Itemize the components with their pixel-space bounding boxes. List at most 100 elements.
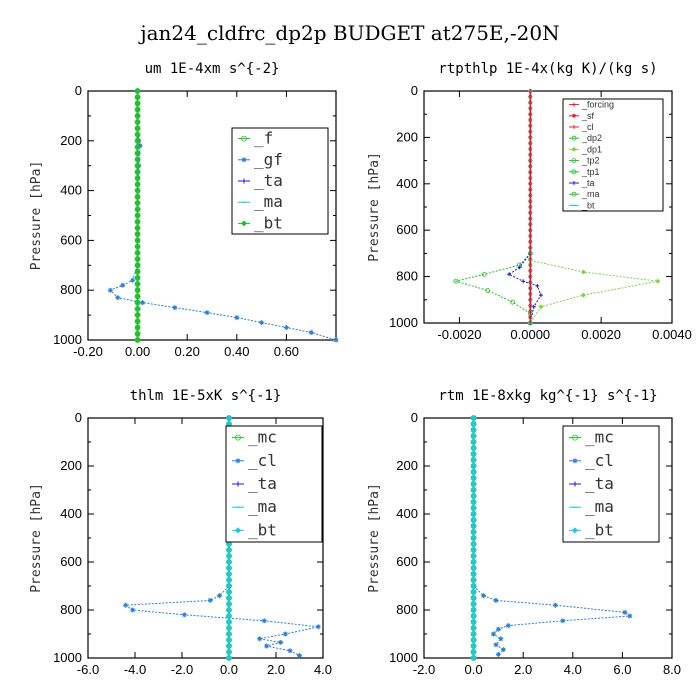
data-point (470, 469, 477, 475)
legend-label: _dp1 (581, 144, 602, 154)
data-point (571, 191, 577, 197)
x-tick-label: 0.0040 (652, 327, 692, 342)
data-point (259, 320, 265, 326)
legend-label: _ma (248, 497, 277, 516)
x-tick-label: -4.0 (124, 662, 146, 677)
x-tick-label: 0.0 (220, 662, 238, 677)
data-point (241, 178, 247, 184)
legend-label: _ma (254, 192, 283, 211)
data-point (470, 439, 477, 445)
data-point (493, 597, 499, 603)
data-point (622, 609, 628, 615)
data-point (226, 619, 232, 625)
figure-title: jan24_cldfrc_dp2p BUDGET at275E,-20N (138, 21, 559, 45)
data-point (226, 637, 232, 643)
data-point (470, 589, 477, 595)
data-point (481, 593, 487, 599)
data-point (470, 559, 477, 565)
x-tick-label: 4.0 (314, 662, 332, 677)
y-tick-label: 400 (396, 506, 418, 521)
y-tick-label: 400 (60, 506, 82, 521)
data-point (107, 287, 113, 293)
data-point (571, 158, 577, 164)
data-point (134, 312, 141, 319)
x-tick-label: -2.0 (413, 662, 435, 677)
legend-label: _dp2 (581, 133, 602, 143)
data-point (531, 304, 536, 309)
x-tick-label: 8.0 (663, 662, 681, 677)
legend-label: _bt (254, 213, 283, 232)
data-point (130, 277, 136, 283)
data-point (470, 607, 477, 613)
data-point (470, 523, 477, 529)
data-point (234, 315, 240, 321)
legend: _mc _cl _ta _ma _bt (562, 425, 660, 543)
data-point (470, 493, 477, 499)
data-point (241, 157, 247, 163)
series-line (453, 253, 531, 323)
data-point (470, 421, 477, 427)
data-point (552, 602, 558, 608)
data-point (470, 553, 477, 559)
data-point (134, 119, 141, 126)
data-point (235, 434, 241, 441)
data-point (226, 601, 232, 607)
data-point (235, 481, 241, 487)
panels: um 1E-4xm s^{-2} Pressure [hPa] 0 200 400 600… (29, 61, 692, 677)
data-point (655, 278, 661, 284)
data-point (470, 655, 477, 661)
y-tick-label: 1000 (389, 315, 418, 330)
legend-label: _mc (585, 428, 614, 447)
data-point (264, 643, 270, 649)
data-point (204, 310, 210, 316)
data-point (470, 535, 477, 541)
legend: _mc _cl _ta _ma _bt (225, 425, 323, 543)
data-point (572, 125, 576, 129)
data-point (134, 280, 141, 287)
data-point (470, 643, 477, 649)
y-tick-label: 1000 (53, 650, 82, 665)
data-point (572, 113, 576, 118)
data-point (134, 156, 141, 163)
data-point (134, 262, 141, 269)
data-point (181, 612, 187, 618)
legend-label: _cl (581, 122, 594, 132)
data-point (470, 583, 477, 589)
x-tick-label: -0.20 (73, 344, 103, 359)
data-point (283, 325, 289, 331)
data-point (134, 243, 141, 250)
y-tick-label: 0 (411, 410, 418, 425)
data-point (134, 231, 141, 238)
data-point (134, 181, 141, 188)
y-tick-label: 400 (60, 183, 82, 198)
data-point (627, 613, 633, 619)
data-point (134, 168, 141, 175)
data-point (470, 511, 477, 517)
data-point (134, 88, 141, 94)
data-point (580, 269, 586, 275)
data-point (572, 102, 576, 107)
data-point (493, 642, 499, 648)
legend: _forcing_sf_cl_dp2_dp1 _tp2_tp1_ta_ma_bt (562, 98, 664, 212)
data-point (134, 256, 141, 263)
data-point (505, 623, 511, 629)
data-point (580, 292, 586, 298)
legend-box (562, 98, 664, 212)
data-point (226, 547, 232, 553)
data-point (571, 169, 577, 175)
data-point (538, 293, 543, 298)
data-point (134, 175, 141, 182)
data-point (134, 106, 141, 113)
y-tick-label: 400 (396, 176, 418, 191)
series-dp1 (527, 250, 661, 326)
data-point (535, 283, 540, 288)
data-point (134, 287, 141, 294)
data-point (297, 653, 302, 659)
data-point (495, 651, 501, 657)
data-point (308, 330, 314, 336)
data-point (226, 649, 232, 655)
data-point (470, 475, 477, 481)
data-point (470, 457, 477, 463)
data-point (495, 626, 501, 632)
y-tick-label: 800 (396, 602, 418, 617)
